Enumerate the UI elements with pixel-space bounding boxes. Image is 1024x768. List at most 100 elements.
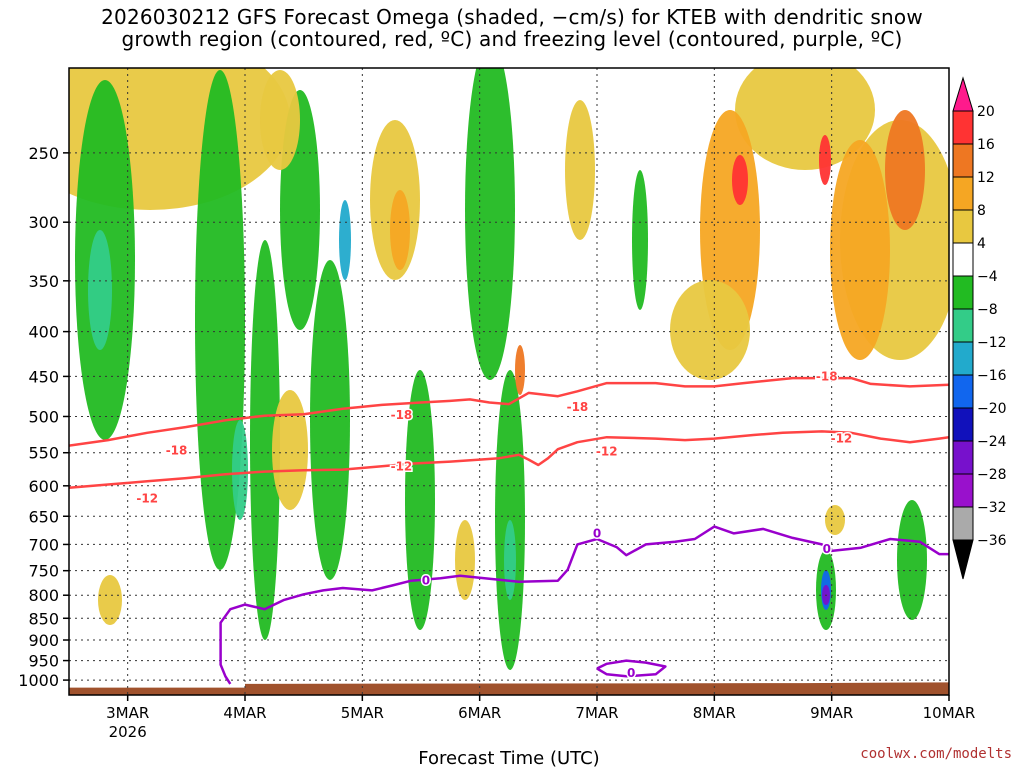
colorbar-label: −20 — [977, 401, 1007, 417]
chart-title-line2: growth region (contoured, red, ºC) and f… — [121, 27, 903, 51]
colorbar-swatch — [952, 209, 974, 244]
contour-line — [69, 376, 949, 447]
contour-label: 0 — [627, 666, 635, 680]
colorbar-swatch — [952, 76, 974, 112]
colorbar-label: 8 — [977, 203, 986, 219]
y-tick-label: 550 — [28, 444, 59, 463]
x-tick-label: 8MAR — [693, 704, 736, 722]
omega-shading — [885, 110, 925, 230]
ground-fill — [69, 682, 949, 695]
x-axis-label: Forecast Time (UTC) — [418, 748, 599, 768]
colorbar-label: −28 — [977, 467, 1007, 483]
omega-shading — [260, 70, 300, 170]
y-tick-label: 350 — [28, 272, 59, 291]
omega-shading — [98, 575, 122, 625]
contour-label: 0 — [422, 574, 430, 588]
omega-shading — [825, 505, 845, 535]
colorbar-swatch — [952, 110, 974, 145]
ground-surface — [69, 682, 949, 695]
y-tick-label: 750 — [28, 562, 59, 581]
omega-shading — [405, 370, 435, 630]
contour-label: -18 — [816, 369, 838, 383]
gridlines — [69, 68, 950, 695]
credit-text: coolwx.com/modelts — [860, 746, 1012, 762]
omega-shading — [830, 140, 890, 360]
colorbar-swatch — [952, 407, 974, 442]
contour-label: 0 — [593, 526, 601, 540]
y-tick-label: 500 — [28, 407, 59, 426]
colorbar-swatch — [952, 506, 974, 541]
plot-frame — [68, 67, 950, 696]
y-tick-label: 250 — [28, 144, 59, 163]
x-tick-label: 10MAR — [923, 704, 976, 722]
omega-shading — [565, 100, 595, 240]
contour-line — [219, 525, 949, 685]
y-tick-label: 950 — [28, 652, 59, 671]
contour-lines: -18 -18 -18 -18 -12 -12 -12 -12 0 0 0 0 — [69, 368, 949, 685]
colorbar-label: −4 — [977, 269, 998, 285]
omega-shading — [272, 390, 308, 510]
chart-title: 2026030212 GFS Forecast Omega (shaded, −… — [0, 6, 1024, 50]
colorbar-label: 16 — [977, 137, 995, 153]
contour-line — [596, 659, 667, 678]
colorbar-swatch — [952, 275, 974, 310]
omega-shading — [310, 260, 350, 580]
chart-title-line1: 2026030212 GFS Forecast Omega (shaded, −… — [101, 5, 923, 29]
y-tick-label: 450 — [28, 367, 59, 386]
omega-shading — [69, 68, 290, 210]
omega-shading — [504, 520, 516, 600]
x-tick-label: 3MAR — [106, 704, 149, 722]
contour-label: -18 — [391, 408, 413, 422]
omega-shaded-field — [69, 68, 949, 670]
y-tick-label: 600 — [28, 477, 59, 496]
contour-label: 0 — [823, 542, 831, 556]
y-tick-label: 400 — [28, 323, 59, 342]
colorbar-label: 12 — [977, 170, 995, 186]
colorbar-label: −24 — [977, 434, 1007, 450]
y-tick-label: 650 — [28, 507, 59, 526]
omega-shading — [232, 420, 248, 520]
colorbar-legend: 20 16 12 8 4 −4 −8 −12 −16 −20 −24 −28 −32 −36 — [952, 76, 1007, 580]
colorbar-label: −12 — [977, 335, 1007, 351]
colorbar-swatch — [952, 440, 974, 475]
colorbar-label: 20 — [977, 104, 995, 120]
contour-label: -18 — [567, 400, 589, 414]
x-tick-label: 7MAR — [575, 704, 618, 722]
x-tick-label: 4MAR — [223, 704, 266, 722]
colorbar-swatch — [952, 242, 974, 277]
omega-shading — [465, 68, 515, 380]
colorbar-label: −36 — [977, 533, 1007, 549]
x-tick-sublabel: 2026 — [109, 723, 147, 741]
y-tick-label: 800 — [28, 586, 59, 605]
omega-shading — [339, 200, 351, 280]
colorbar-swatch — [952, 143, 974, 178]
contour-label: -12 — [831, 432, 853, 446]
omega-shading — [632, 170, 648, 310]
colorbar-swatch — [952, 374, 974, 409]
y-tick-label: 850 — [28, 609, 59, 628]
omega-shading — [455, 520, 475, 600]
x-tick-label: 9MAR — [810, 704, 853, 722]
colorbar-label: 4 — [977, 236, 986, 252]
y-tick-label: 900 — [28, 631, 59, 650]
omega-shading — [735, 68, 875, 170]
colorbar-swatch — [952, 539, 974, 580]
omega-shading — [195, 70, 245, 570]
colorbar-swatch — [952, 176, 974, 211]
x-tick-label: 6MAR — [458, 704, 501, 722]
omega-shading — [250, 240, 280, 640]
y-tick-label: 1000 — [18, 671, 59, 690]
colorbar-label: −8 — [977, 302, 998, 318]
contour-label: -12 — [136, 491, 158, 505]
x-tick-label: 5MAR — [341, 704, 384, 722]
omega-shading — [897, 500, 927, 620]
contour-line — [69, 430, 949, 489]
pressure-axis: 250 300 350 400 450 500 550 600 650 700 750 800 850 9… — [18, 144, 69, 690]
contour-label: -12 — [391, 459, 413, 473]
omega-shading — [670, 280, 750, 380]
contour-label: -18 — [166, 444, 188, 458]
omega-shading — [88, 230, 112, 350]
y-tick-label: 700 — [28, 535, 59, 554]
